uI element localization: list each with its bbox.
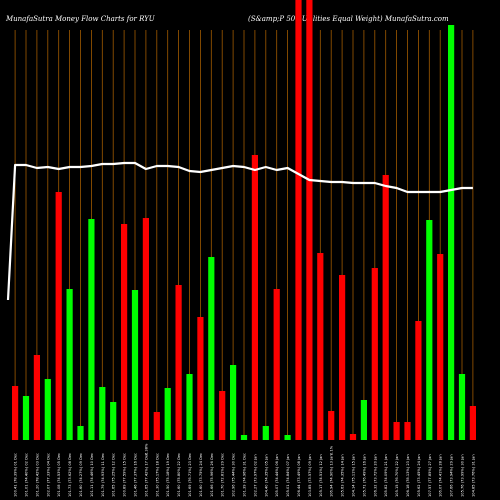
x-tick-label: 101.60 (73.75%) 24 Dec [199,453,203,497]
bar-up [262,426,269,440]
bar-up [360,400,367,440]
x-tick-label: 103.85 (73.57%) 09 Jan [308,454,312,497]
x-tick-label: 105.76 (73.99%) 30 Jan [461,454,465,497]
x-tick-label: 102.96 (75.44%) 30 Dec [232,453,236,497]
bar-down [153,412,160,440]
x-tick-label: 106.94 (74.90%) 13 Jan [330,454,334,497]
x-tick-label: 100.89 (77.59%) 15 Dec [123,453,127,497]
x-tick-label: 105.15 (76.70%) 22 Jan [395,454,399,497]
x-axis-tick-labels: 100.41 (78.39%) 01 Dec 101.01 (74.40%) 02… [14,453,476,497]
bar-down [121,224,128,440]
bar-up [22,396,30,440]
annotation-label-2: 0.1% [330,445,334,455]
x-tick-label: 105.17 (74.51%) 12 Jan [319,454,323,497]
bar-up [44,379,51,440]
bar-up [77,426,84,440]
bar-down [251,155,258,440]
bar-down [273,289,280,440]
bar-down [142,218,149,440]
x-tick-label: 101.65 (75.25%) 12 Dec [112,453,116,497]
bar-down [404,422,411,440]
chart-subtitle: (S&amp;P 500 Utilities Equal Weight) Mun… [248,15,449,23]
x-tick-label: 101.79 (74.93%) 11 Dec [101,453,105,497]
x-tick-label: 107.57 (77.85%) 27 Jan [428,454,432,497]
bar-up [110,402,117,440]
money-flow-line [6,161,473,301]
bar-down [469,406,476,440]
x-tick-label: 104.14 (75.11%) 15 Jan [352,454,356,497]
annotation-label-1: 0.38% [144,443,148,455]
bar-down [328,411,335,440]
x-tick-label: 105.63 (74.35%) 14 Jan [341,454,345,497]
bar-down [371,268,378,440]
bar-down [12,386,19,440]
x-tick-label: 107.66 (73.94%) 29 Jan [450,454,454,497]
x-tick-label: 106.32 (73.72%) 20 Jan [373,454,377,497]
x-tick-label: 106.18 (78.13%) 23 Jan [406,454,410,497]
bar-up [99,387,106,440]
x-tick-label: 106.44 (73.49%) 08 Jan [297,454,301,497]
x-tick-label: 101.30 (75.17%) 18 Dec [155,453,159,497]
bar-up [448,25,455,440]
x-tick-label: 100.41 (78.39%) 01 Dec [14,453,18,497]
chart-title: MunafaSutra Money Flow Charts for RYU [5,15,156,23]
x-tick-label: 101.39 (74.96%) 31 Dec [243,453,247,497]
x-tick-label: 101.60 (75.80%) 22 Dec [177,453,181,497]
x-tick-label: 105.82 (74.09%) 21 Jan [384,454,388,497]
bar-down [175,285,182,440]
x-tick-label: 101.60 (74.27%) 09 Dec [79,453,83,497]
bar-up [458,374,466,440]
x-tick-label: 101.11 (74.46%) 10 Dec [90,453,94,497]
bar-down [415,321,422,440]
bars [12,0,476,440]
x-tick-label: 101.69 (76.71%) 23 Dec [188,453,192,497]
bar-up [240,435,248,440]
x-tick-label: 106.07 (74.41%) 28 Jan [439,454,443,497]
x-tick-label: 101.73 (73.62%) 08 Dec [68,453,72,497]
bar-down [349,434,357,440]
x-tick-label: 104.85 (73.76%) 31 Jan [471,454,475,497]
bar-up [426,220,433,440]
x-tick-label: 105.01 (74.84%) 07 Jan [286,454,290,497]
x-tick-label: 105.62 (73.45%) 24 Jan [417,454,421,497]
x-tick-label: 101.46 (77.37%) 16 Dec [134,453,138,497]
bar-down [437,254,444,440]
bar-down [306,0,313,440]
bar-up [164,388,171,440]
x-tick-label: 102.27 (73.97%) 02 Jan [253,454,257,497]
x-tick-label: 101.50 (75.18%) 19 Dec [166,453,170,497]
x-tick-label: 101.20 (78.42%) 03 Dec [35,453,39,497]
x-tick-label: 104.40 (74.35%) 05 Jan [264,454,268,497]
x-tick-label: 101.66 (75.96%) 26 Dec [210,453,214,497]
bar-down [317,253,324,440]
bar-up [131,290,139,440]
bar-down [33,355,40,440]
x-tick-label: 101.08 (74.53%) 05 Dec [57,453,61,497]
bar-down [382,175,389,440]
bar-up [230,365,237,440]
bar-up [66,289,73,440]
bar-down [219,391,226,440]
bar-down [393,422,400,440]
x-tick-label: 102.07 (77.33%) 04 Dec [46,453,50,497]
x-tick-label: 101.70 (72.81%) 29 Dec [221,453,225,497]
bar-down [295,0,302,440]
x-tick-label: 105.71 (76.49%) 16 Jan [362,454,366,497]
bar-down [55,192,62,440]
bar-down [339,275,346,440]
bar-down [197,317,204,440]
x-tick-label: 101.01 (74.40%) 02 Dec [25,453,29,497]
x-tick-label: 105.07 (74.44%) 06 Jan [275,454,279,497]
x-tick-label: 101.65 (77.42%) 17 Dec [144,453,148,497]
bar-up [208,257,215,440]
bar-up [284,435,291,440]
bar-up [88,219,95,440]
bar-up [186,374,193,440]
